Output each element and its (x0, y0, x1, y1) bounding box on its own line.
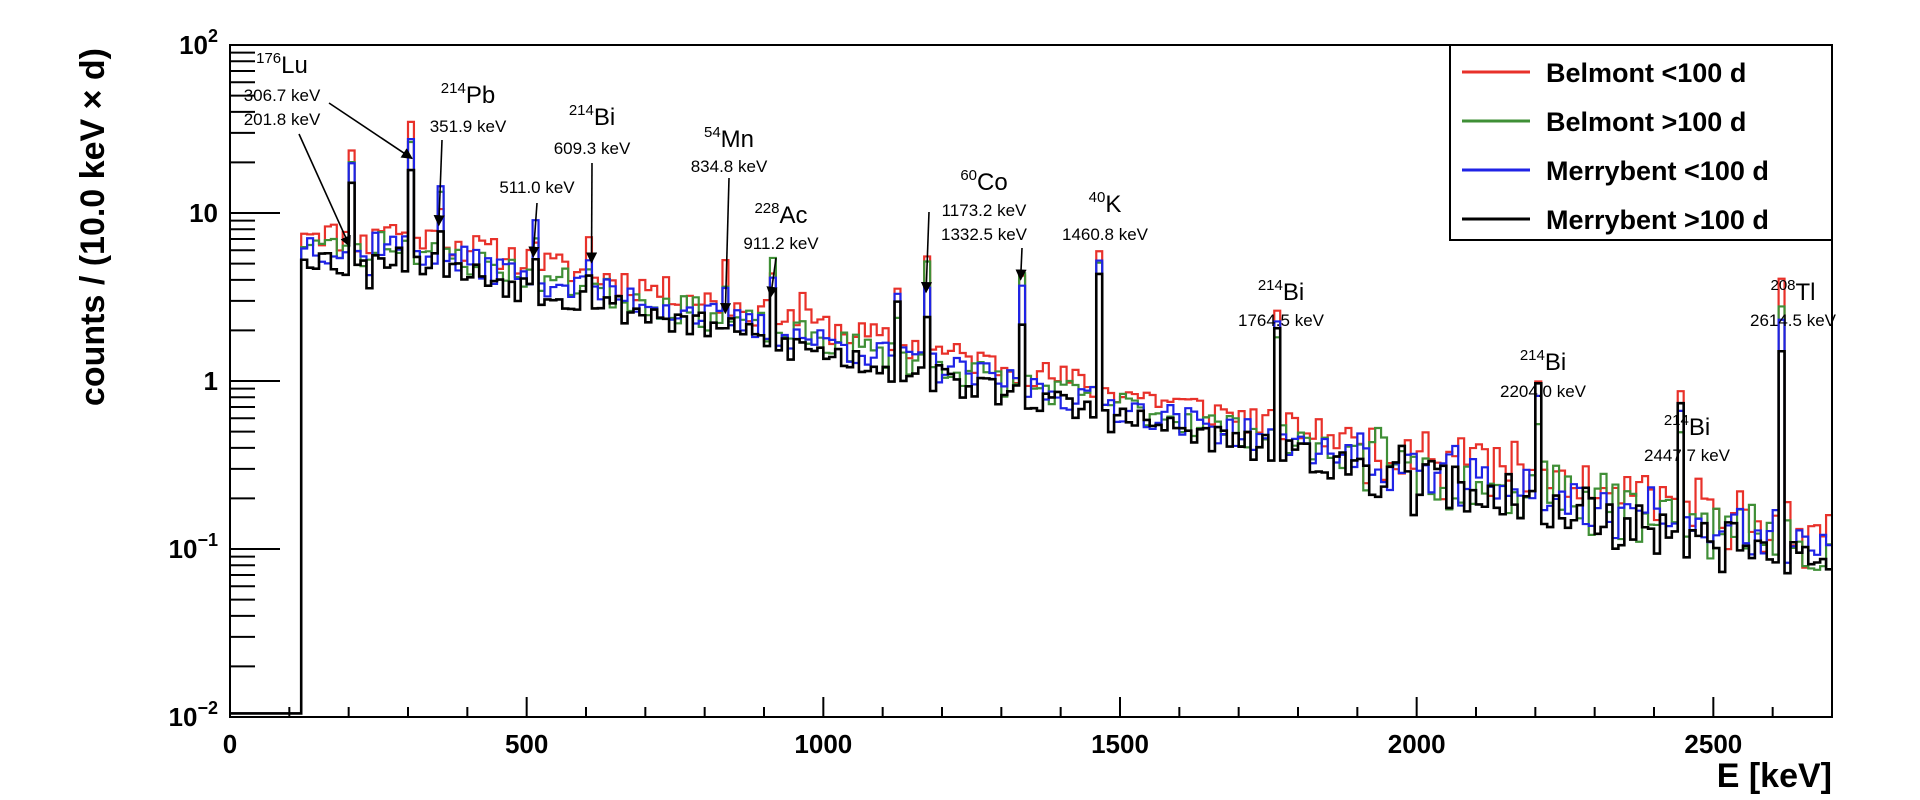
y-axis-title: counts / (10.0 keV × d) (74, 48, 112, 406)
energy-label: 1173.2 keV (942, 201, 1027, 220)
isotope-label: 208Tl (1770, 277, 1815, 306)
annotation-arrow (766, 257, 778, 298)
x-tick-label: 2000 (1388, 729, 1446, 759)
energy-label: 834.8 keV (691, 157, 768, 176)
svg-text:1: 1 (204, 366, 218, 396)
annotation-arrow (528, 202, 540, 258)
peak-annotation: 511.0 keV (499, 178, 575, 258)
y-tick-label: 102 (179, 26, 218, 60)
peak-annotation: 54Mn 834.8 keV (691, 124, 768, 315)
energy-label: 511.0 keV (499, 178, 575, 197)
isotope-label: 214Bi (569, 102, 615, 131)
legend-label: Merrybent <100 d (1546, 156, 1769, 186)
peak-annotation: 214Bi 2447.7 keV (1644, 412, 1731, 465)
peak-annotation: 208Tl 2614.5 keV (1750, 277, 1837, 330)
x-tick-label: 0 (223, 729, 237, 759)
annotation-arrow (433, 139, 445, 227)
isotope-label: 176Lu (256, 50, 308, 79)
peak-annotation: 176Lu 306.7 keV 201.8 keV (244, 50, 413, 248)
series-line-3 (230, 168, 1832, 715)
y-tick-label: 10−1 (169, 530, 218, 564)
svg-text:10−1: 10−1 (169, 530, 218, 564)
isotope-label: 40K (1089, 189, 1122, 218)
peak-annotation: 214Bi 609.3 keV (554, 102, 631, 264)
svg-text:10: 10 (189, 198, 218, 228)
annotation-arrow (920, 211, 933, 294)
y-tick-label: 1 (204, 366, 218, 396)
legend-label: Belmont >100 d (1546, 107, 1746, 137)
peak-annotation: 214Bi 2204.0 keV (1500, 347, 1587, 401)
x-axis-title: E [keV] (1717, 757, 1832, 795)
legend: Belmont <100 d Belmont >100 d Merrybent <1… (1449, 44, 1833, 241)
isotope-label: 54Mn (704, 124, 754, 153)
isotope-label: 60Co (960, 167, 1007, 196)
energy-label: 911.2 keV (743, 234, 819, 253)
x-tick-label: 2500 (1684, 729, 1742, 759)
isotope-label: 228Ac (754, 200, 807, 229)
energy-label: 1460.8 keV (1062, 225, 1149, 244)
series-layer (230, 120, 1832, 715)
energy-label: 201.8 keV (244, 110, 321, 129)
y-tick-label: 10 (189, 198, 218, 228)
series-line-2 (230, 138, 1832, 715)
peak-annotation: 228Ac 911.2 keV (743, 200, 819, 298)
peak-annotation: 214Pb 351.9 keV (430, 80, 507, 227)
x-tick-label: 1000 (794, 729, 852, 759)
annotation-layer: 176Lu 306.7 keV 201.8 keV 214Pb 351.9 keV 511… (244, 50, 1837, 465)
peak-annotation: 40K 1460.8 keV (1062, 189, 1149, 244)
legend-box (1449, 44, 1833, 241)
isotope-label: 214Bi (1520, 347, 1566, 376)
energy-label: 351.9 keV (430, 117, 507, 136)
x-tick-label: 500 (505, 729, 548, 759)
energy-label: 2614.5 keV (1750, 311, 1837, 330)
energy-label: 1332.5 keV (941, 225, 1028, 244)
isotope-label: 214Bi (1258, 277, 1304, 306)
annotation-arrow (328, 102, 413, 160)
svg-text:102: 102 (179, 26, 218, 60)
isotope-label: 214Pb (441, 80, 495, 109)
annotation-arrow (1015, 247, 1027, 281)
energy-label: 1764.5 keV (1238, 311, 1325, 330)
annotation-arrow (298, 133, 351, 248)
isotope-label: 214Bi (1664, 412, 1710, 441)
energy-label: 609.3 keV (554, 139, 631, 158)
peak-annotation: 214Bi 1764.5 keV (1238, 277, 1325, 330)
peak-annotation: 60Co 1173.2 keV 1332.5 keV (920, 167, 1028, 294)
energy-label: 2447.7 keV (1644, 446, 1731, 465)
axes-layer: 0 500 1000 1500 2000 2500 10−2 10−1 1 10 102 E [keV… (74, 26, 1833, 795)
energy-label: 2204.0 keV (1500, 382, 1587, 401)
x-tick-label: 1500 (1091, 729, 1149, 759)
y-tick-label: 10−2 (169, 698, 218, 732)
energy-label: 306.7 keV (244, 86, 321, 105)
svg-text:10−2: 10−2 (169, 698, 218, 732)
legend-label: Merrybent >100 d (1546, 205, 1769, 235)
legend-label: Belmont <100 d (1546, 58, 1746, 88)
annotation-arrow (719, 177, 732, 315)
